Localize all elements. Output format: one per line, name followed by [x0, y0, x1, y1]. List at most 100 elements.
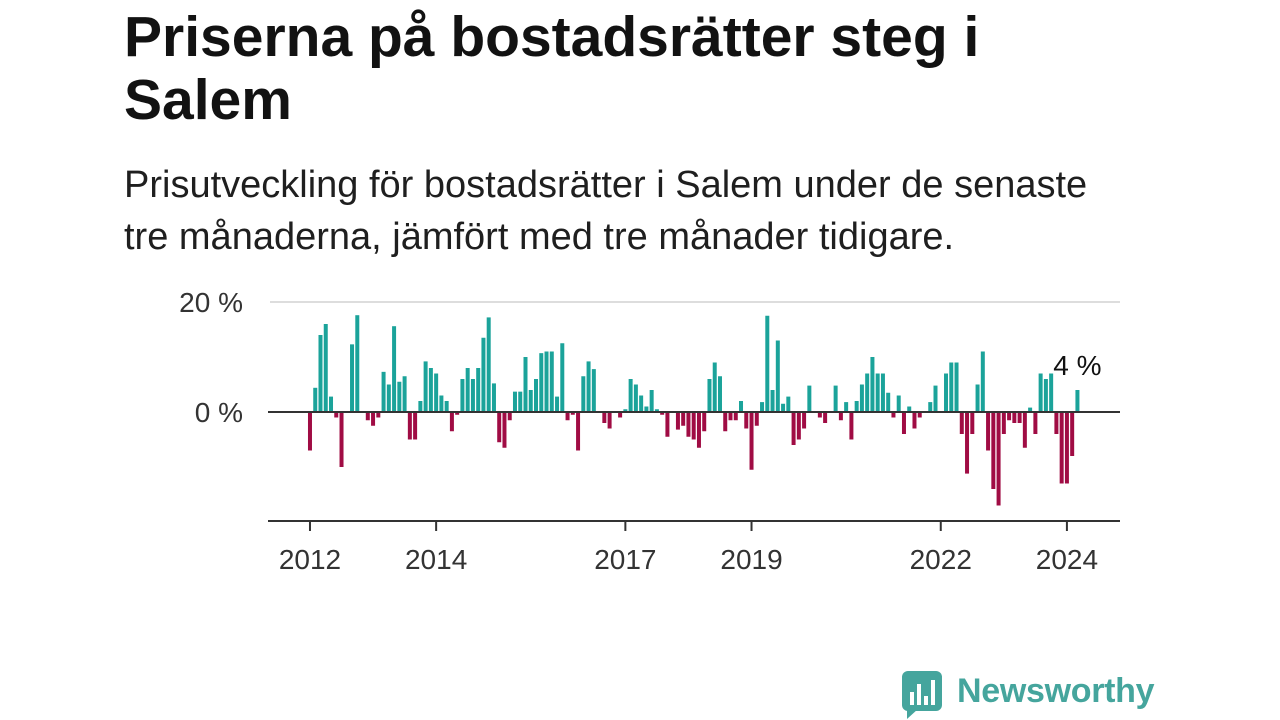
bar [886, 392, 891, 412]
bar [865, 373, 870, 412]
bar [444, 401, 449, 412]
bar [980, 351, 985, 412]
bar [1070, 412, 1075, 456]
bar [965, 412, 970, 474]
bar [576, 412, 581, 451]
bar [633, 384, 638, 412]
bar [870, 357, 875, 412]
bar [896, 395, 901, 412]
bar [386, 384, 391, 412]
bar [491, 383, 496, 412]
bar [434, 373, 439, 412]
bar [891, 412, 896, 418]
bar [1059, 412, 1064, 484]
brand-name: Newsworthy [957, 672, 1155, 710]
bar [618, 412, 623, 418]
bar [791, 412, 796, 445]
bar [465, 368, 470, 412]
bar [702, 412, 707, 432]
bar [1043, 379, 1048, 412]
bar [581, 376, 586, 412]
bar [686, 412, 691, 437]
bar [1007, 412, 1012, 421]
x-tick-label: 2012 [279, 544, 341, 575]
bar [523, 357, 528, 412]
bar [665, 412, 670, 437]
bar [381, 371, 386, 412]
bar [786, 396, 791, 412]
bar [959, 412, 964, 434]
bar [544, 351, 549, 412]
bar [512, 391, 517, 412]
bar [739, 401, 744, 412]
bar [728, 412, 733, 421]
bar [397, 381, 402, 412]
bar [744, 412, 749, 429]
bar [318, 335, 323, 412]
bar [570, 412, 575, 415]
bar [1054, 412, 1059, 434]
bar [691, 412, 696, 440]
value-annotation: 4 % [1053, 350, 1101, 381]
bar [460, 379, 465, 412]
bar [1022, 412, 1027, 448]
logo-bar [910, 692, 914, 705]
bar [518, 391, 523, 412]
bar [996, 412, 1001, 506]
logo-bar [924, 696, 928, 705]
bar [1075, 390, 1080, 412]
bar [781, 403, 786, 412]
bar [681, 412, 686, 426]
logo-bar [917, 684, 921, 705]
bar [1017, 412, 1022, 423]
bar [875, 373, 880, 412]
bar [586, 361, 591, 412]
bar [539, 353, 544, 412]
bar-chart-bubble-icon [902, 671, 942, 719]
bar [854, 401, 859, 412]
bar [775, 340, 780, 412]
bar [628, 379, 633, 412]
bar [991, 412, 996, 489]
bar [607, 412, 612, 429]
bar [455, 412, 460, 415]
bar [1028, 407, 1033, 412]
bar [712, 362, 717, 412]
bar [549, 351, 554, 412]
bar [602, 412, 607, 423]
bar [654, 409, 659, 412]
bar [660, 412, 665, 415]
bar [639, 395, 644, 412]
bar [371, 412, 376, 426]
bar [696, 412, 701, 448]
bar [975, 384, 980, 412]
bar [817, 412, 822, 418]
bar [449, 412, 454, 432]
bar [754, 412, 759, 426]
y-tick-label: 0 % [195, 397, 243, 428]
bar [723, 412, 728, 432]
bar [1012, 412, 1017, 423]
bar [907, 406, 912, 412]
bar [470, 379, 475, 412]
bar [1001, 412, 1006, 434]
bar [376, 412, 381, 418]
bar [334, 412, 339, 418]
bar [365, 412, 370, 421]
bar [760, 402, 765, 412]
logo-bubble [902, 671, 942, 711]
bar [928, 402, 933, 412]
bar [565, 412, 570, 421]
bar [833, 385, 838, 412]
bar [707, 379, 712, 412]
bar [339, 412, 344, 467]
x-tick-label: 2022 [910, 544, 972, 575]
bar [591, 369, 596, 412]
bar [534, 379, 539, 412]
bar [413, 412, 418, 440]
bar [355, 315, 360, 412]
bar [555, 396, 560, 412]
bar [623, 409, 628, 412]
x-tick-label: 2014 [405, 544, 467, 575]
